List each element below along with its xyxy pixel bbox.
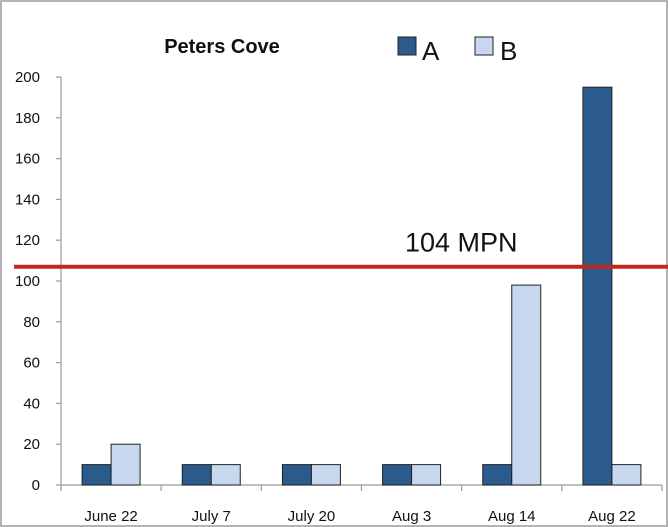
reference-line-label: 104 MPN [405, 228, 518, 258]
x-category-label: July 20 [288, 508, 336, 525]
bar-series-a [281, 464, 312, 486]
y-tick-label: 200 [15, 69, 40, 86]
legend-swatch-b [474, 36, 494, 56]
y-tick-label: 180 [15, 110, 40, 127]
bar-series-b [310, 464, 341, 486]
legend-swatch-a [397, 36, 417, 56]
reference-line-group: 104 MPN [14, 228, 668, 269]
y-tick-label: 40 [23, 395, 40, 412]
y-tick-label: 0 [32, 477, 40, 494]
bar-series-b [411, 464, 442, 486]
x-category-label: July 7 [192, 508, 231, 525]
bar-series-a [181, 464, 212, 486]
x-category-label: Aug 3 [392, 508, 431, 525]
y-tick-label: 60 [23, 355, 40, 372]
chart-title: Peters Cove [164, 36, 280, 58]
y-tick-label: 140 [15, 191, 40, 208]
x-category-label: June 22 [84, 508, 137, 525]
x-axis: June 22 July 7 July 20 Aug 3 Aug 14 Aug 22 [60, 484, 663, 525]
y-tick-label: 100 [15, 273, 40, 290]
bar-series-b [611, 464, 642, 486]
y-axis: 0 20 40 60 80 100 120 140 160 180 200 [15, 69, 62, 494]
bar-series-a [582, 86, 613, 486]
bars [81, 86, 642, 486]
legend-label-a: A [422, 36, 440, 66]
y-tick-label: 160 [15, 151, 40, 168]
bar-series-b [210, 464, 241, 486]
bar-series-a [382, 464, 413, 486]
legend: A B [397, 36, 517, 66]
x-category-label: Aug 22 [588, 508, 636, 525]
bar-series-a [81, 464, 112, 486]
y-tick-label: 80 [23, 314, 40, 331]
bar-series-b [110, 443, 141, 486]
bar-series-b [511, 284, 542, 486]
bar-series-a [482, 464, 513, 486]
y-tick-label: 120 [15, 232, 40, 249]
y-tick-label: 20 [23, 436, 40, 453]
legend-label-b: B [500, 36, 517, 66]
x-category-label: Aug 14 [488, 508, 536, 525]
